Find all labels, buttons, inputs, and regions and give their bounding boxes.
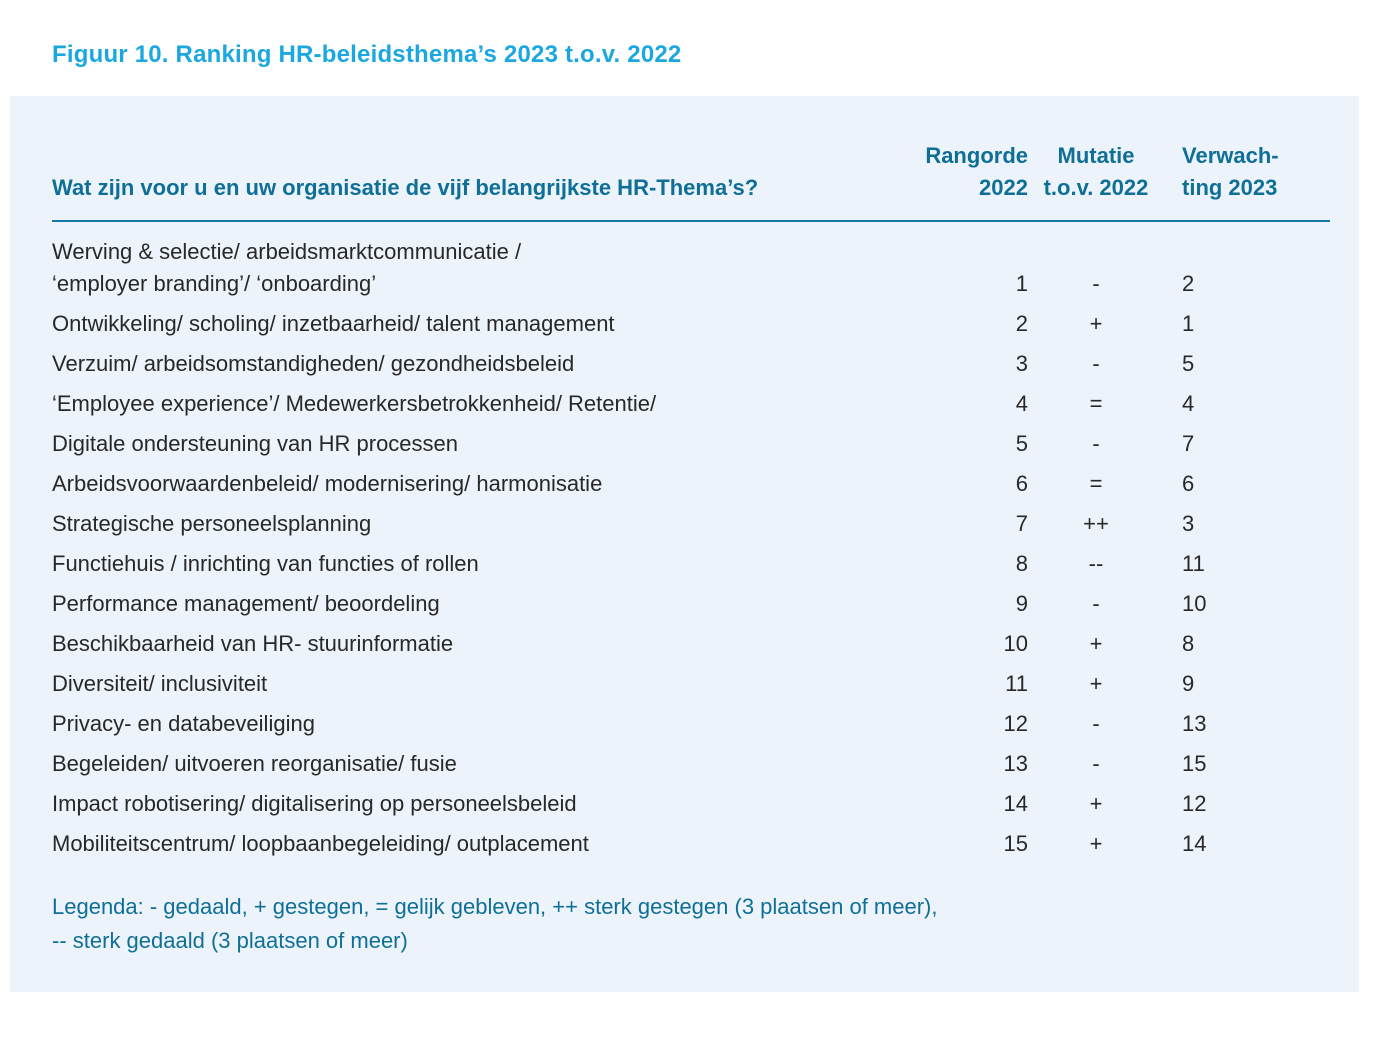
table-body: Werving & selectie/ arbeidsmarktcommunic… xyxy=(52,222,1330,860)
mutatie-cell: - xyxy=(1092,591,1100,616)
column-header-question: Wat zijn voor u en uw organisatie de vij… xyxy=(52,175,759,200)
verwachting-2023-cell: 11 xyxy=(1182,551,1205,576)
column-header-line: ting 2023 xyxy=(1182,175,1278,200)
table-row: Diversiteit/ inclusiviteit 11 + 9 xyxy=(52,668,1330,700)
column-header-line: 2022 xyxy=(979,175,1028,200)
theme-cell: Verzuim/ arbeidsomstandigheden/ gezondhe… xyxy=(52,351,575,376)
mutatie-cell: - xyxy=(1092,351,1100,376)
mutatie-cell: -- xyxy=(1088,551,1104,576)
verwachting-2023-cell: 10 xyxy=(1182,591,1207,616)
theme-cell: Begeleiden/ uitvoeren reorganisatie/ fus… xyxy=(52,751,457,776)
column-header-line: Mutatie xyxy=(1057,143,1135,168)
rangorde-2022-cell: 2 xyxy=(1015,311,1028,336)
theme-cell: Mobiliteitscentrum/ loopbaanbegeleiding/… xyxy=(52,831,589,856)
verwachting-2023-cell: 9 xyxy=(1182,671,1195,696)
mutatie-cell: ++ xyxy=(1083,511,1109,536)
mutatie-cell: = xyxy=(1089,391,1103,416)
figure-title: Figuur 10. Ranking HR-beleidsthema’s 202… xyxy=(52,41,682,68)
verwachting-2023-cell: 6 xyxy=(1182,471,1195,496)
column-header-rangorde-2022: Rangorde 2022 xyxy=(908,140,1028,204)
table-row: Performance management/ beoordeling 9 - … xyxy=(52,588,1330,620)
legend-line-1: Legenda: - gedaald, + gestegen, = gelijk… xyxy=(52,894,938,919)
rangorde-2022-cell: 1 xyxy=(1015,271,1028,296)
theme-cell: Diversiteit/ inclusiviteit xyxy=(52,671,268,696)
table-header: Wat zijn voor u en uw organisatie de vij… xyxy=(52,140,1330,222)
theme-cell: Privacy- en databeveiliging xyxy=(52,711,315,736)
verwachting-2023-cell: 13 xyxy=(1182,711,1207,736)
column-header-verwachting-2023: Verwach- ting 2023 xyxy=(1164,140,1330,204)
mutatie-cell: = xyxy=(1089,471,1103,496)
theme-cell: ‘Employee experience’/ Medewerkersbetrok… xyxy=(52,391,657,416)
mutatie-cell: + xyxy=(1089,831,1103,856)
verwachting-2023-cell: 5 xyxy=(1182,351,1195,376)
mutatie-cell: + xyxy=(1089,311,1103,336)
table-row: Functiehuis / inrichting van functies of… xyxy=(52,548,1330,580)
legend: Legenda: - gedaald, + gestegen, = gelijk… xyxy=(52,890,1330,958)
rangorde-2022-cell: 5 xyxy=(1015,431,1028,456)
table-row: Arbeidsvoorwaardenbeleid/ modernisering/… xyxy=(52,468,1330,500)
verwachting-2023-cell: 2 xyxy=(1182,271,1195,296)
table-row: Werving & selectie/ arbeidsmarktcommunic… xyxy=(52,236,1330,300)
rangorde-2022-cell: 3 xyxy=(1015,351,1028,376)
table-row: Ontwikkeling/ scholing/ inzetbaarheid/ t… xyxy=(52,308,1330,340)
rangorde-2022-cell: 10 xyxy=(1003,631,1028,656)
mutatie-cell: + xyxy=(1089,791,1103,816)
table-row: Privacy- en databeveiliging 12 - 13 xyxy=(52,708,1330,740)
verwachting-2023-cell: 12 xyxy=(1182,791,1207,816)
rangorde-2022-cell: 13 xyxy=(1003,751,1028,776)
table-row: Impact robotisering/ digitalisering op p… xyxy=(52,788,1330,820)
mutatie-cell: - xyxy=(1092,751,1100,776)
verwachting-2023-cell: 8 xyxy=(1182,631,1195,656)
mutatie-cell: - xyxy=(1092,711,1100,736)
theme-cell: Werving & selectie/ arbeidsmarktcommunic… xyxy=(52,239,522,296)
verwachting-2023-cell: 4 xyxy=(1182,391,1195,416)
theme-cell: Performance management/ beoordeling xyxy=(52,591,440,616)
mutatie-cell: + xyxy=(1089,631,1103,656)
table-row: Mobiliteitscentrum/ loopbaanbegeleiding/… xyxy=(52,828,1330,860)
rangorde-2022-cell: 8 xyxy=(1015,551,1028,576)
mutatie-cell: - xyxy=(1092,431,1100,456)
theme-cell: Beschikbaarheid van HR- stuurinformatie xyxy=(52,631,454,656)
theme-cell: Arbeidsvoorwaardenbeleid/ modernisering/… xyxy=(52,471,603,496)
column-header-line: Rangorde xyxy=(925,143,1028,168)
rangorde-2022-cell: 7 xyxy=(1015,511,1028,536)
table-row: Begeleiden/ uitvoeren reorganisatie/ fus… xyxy=(52,748,1330,780)
rangorde-2022-cell: 15 xyxy=(1003,831,1028,856)
theme-cell: Impact robotisering/ digitalisering op p… xyxy=(52,791,577,816)
legend-line-2: -- sterk gedaald (3 plaatsen of meer) xyxy=(52,928,408,953)
verwachting-2023-cell: 3 xyxy=(1182,511,1195,536)
table-row: ‘Employee experience’/ Medewerkersbetrok… xyxy=(52,388,1330,420)
rangorde-2022-cell: 14 xyxy=(1003,791,1028,816)
rangorde-2022-cell: 6 xyxy=(1015,471,1028,496)
theme-cell: Functiehuis / inrichting van functies of… xyxy=(52,551,479,576)
table-panel: Wat zijn voor u en uw organisatie de vij… xyxy=(10,96,1359,992)
theme-cell: Ontwikkeling/ scholing/ inzetbaarheid/ t… xyxy=(52,311,615,336)
rangorde-2022-cell: 4 xyxy=(1015,391,1028,416)
rangorde-2022-cell: 11 xyxy=(1005,671,1028,696)
verwachting-2023-cell: 7 xyxy=(1182,431,1195,456)
table-row: Digitale ondersteuning van HR processen … xyxy=(52,428,1330,460)
verwachting-2023-cell: 15 xyxy=(1182,751,1207,776)
table-row: Verzuim/ arbeidsomstandigheden/ gezondhe… xyxy=(52,348,1330,380)
table-row: Beschikbaarheid van HR- stuurinformatie … xyxy=(52,628,1330,660)
verwachting-2023-cell: 14 xyxy=(1182,831,1207,856)
theme-cell: Strategische personeelsplanning xyxy=(52,511,372,536)
column-header-mutatie: Mutatie t.o.v. 2022 xyxy=(1028,140,1164,204)
column-header-line: Verwach- xyxy=(1182,143,1279,168)
rangorde-2022-cell: 9 xyxy=(1015,591,1028,616)
mutatie-cell: + xyxy=(1089,671,1103,696)
verwachting-2023-cell: 1 xyxy=(1182,311,1195,336)
table-row: Strategische personeelsplanning 7 ++ 3 xyxy=(52,508,1330,540)
theme-cell: Digitale ondersteuning van HR processen xyxy=(52,431,459,456)
rangorde-2022-cell: 12 xyxy=(1003,711,1028,736)
column-header-line: t.o.v. 2022 xyxy=(1043,175,1149,200)
mutatie-cell: - xyxy=(1092,271,1100,296)
